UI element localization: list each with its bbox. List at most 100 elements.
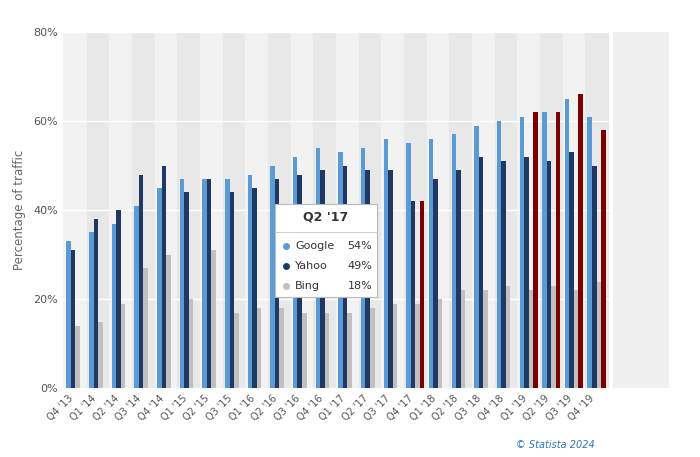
Bar [66,241,71,388]
Bar [406,143,411,388]
Bar [497,121,501,388]
Bar [177,32,200,388]
Bar [524,157,528,388]
Bar [461,291,465,388]
Text: 49%: 49% [347,261,372,271]
Bar [202,179,207,388]
Bar [132,32,155,388]
Bar [452,134,456,388]
Bar [180,179,184,388]
Bar [472,32,495,388]
Bar [547,161,551,388]
Bar [433,179,438,388]
Bar [98,322,103,388]
Text: Bing: Bing [295,281,320,291]
Bar [166,255,171,388]
Bar [302,313,307,388]
Bar [184,192,189,388]
Bar [189,299,193,388]
Bar [495,32,517,388]
Bar [592,165,596,388]
Bar [298,175,302,388]
Bar [76,326,80,388]
Bar [517,32,540,388]
Bar [207,179,211,388]
Bar [449,32,472,388]
Bar [162,165,166,388]
Bar [565,99,569,388]
Bar [540,32,563,388]
Bar [574,291,578,388]
Bar [336,32,358,388]
Bar [246,32,268,388]
Bar [139,175,143,388]
Bar [587,117,592,388]
Bar [134,206,139,388]
Text: Q2 '17: Q2 '17 [303,210,349,223]
Bar [601,130,606,388]
Bar [370,308,374,388]
Bar [578,94,583,388]
Bar [87,32,109,388]
Bar [456,170,461,388]
Bar [483,291,488,388]
Text: Yahoo: Yahoo [295,261,328,271]
Bar [429,139,433,388]
Bar [528,291,533,388]
Bar [358,32,382,388]
Bar [501,161,506,388]
Y-axis label: Percentage of traffic: Percentage of traffic [13,150,27,271]
Bar [556,112,560,388]
Bar [411,201,415,388]
Bar [293,157,298,388]
Text: 18%: 18% [347,281,372,291]
Bar [109,32,132,388]
Bar [506,286,510,388]
Bar [121,304,125,388]
Bar [89,233,94,388]
Bar [325,313,329,388]
Bar [211,250,216,388]
Bar [569,152,574,388]
Bar [563,32,585,388]
Text: 54%: 54% [347,241,372,251]
Bar [347,313,352,388]
Bar [252,188,257,388]
Bar [200,32,223,388]
Bar [365,170,370,388]
Bar [388,170,393,388]
Bar [420,201,424,388]
Bar [320,170,325,388]
Bar [290,32,314,388]
Bar [338,152,343,388]
Bar [404,32,426,388]
Bar [596,282,601,388]
Bar [225,179,230,388]
Bar [438,299,442,388]
Bar [94,219,98,388]
Bar [64,32,87,388]
FancyBboxPatch shape [275,203,377,297]
Bar [542,112,547,388]
Bar [112,223,116,388]
Bar [393,304,397,388]
Bar [230,192,234,388]
Bar [479,157,483,388]
Bar [384,139,388,388]
Bar [223,32,246,388]
Bar [234,313,239,388]
Bar [157,188,162,388]
Bar [316,148,320,388]
Bar [585,32,608,388]
Bar [519,117,524,388]
Bar [71,250,76,388]
Bar [279,308,284,388]
Bar [382,32,404,388]
Bar [426,32,449,388]
Bar [343,165,347,388]
Bar [116,210,121,388]
Bar [275,179,279,388]
Text: Google: Google [295,241,335,251]
Bar [270,165,275,388]
Bar [144,268,148,388]
